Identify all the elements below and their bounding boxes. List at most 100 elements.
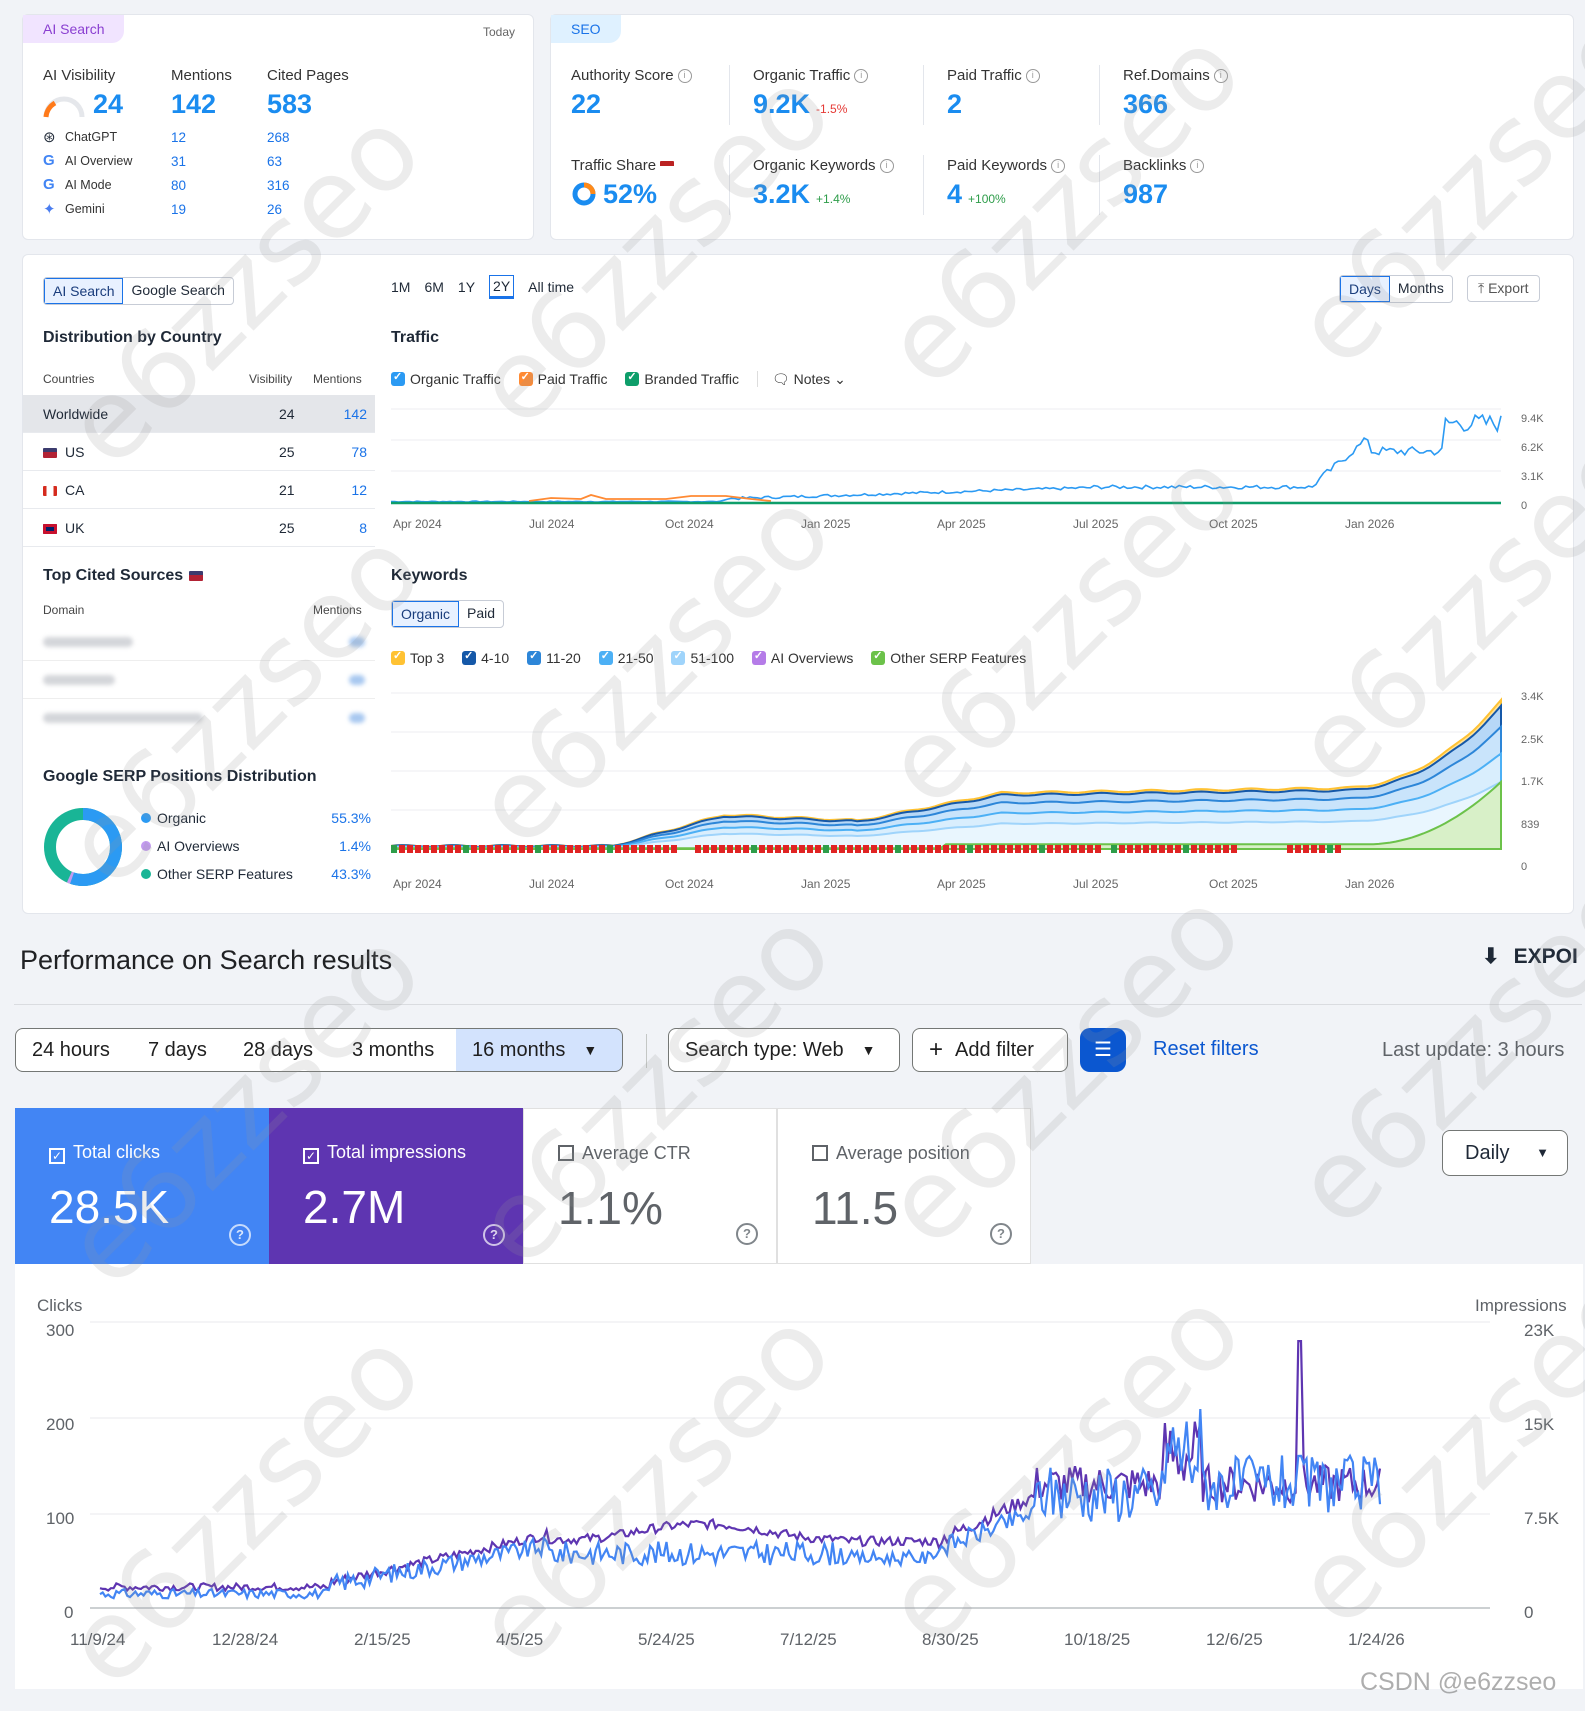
engine-mentions[interactable]: 12 — [171, 130, 187, 145]
granularity-dropdown[interactable]: Daily ▼ — [1442, 1130, 1568, 1176]
tile-total-clicks[interactable]: ✓ Total clicks 28.5K ? — [15, 1108, 269, 1264]
range-28-days[interactable]: 28 days — [227, 1028, 337, 1072]
info-icon[interactable]: i — [1025, 69, 1040, 84]
info-icon[interactable]: i — [879, 159, 894, 174]
info-icon[interactable]: i — [677, 69, 692, 84]
engine-cited[interactable]: 316 — [267, 178, 290, 193]
serp-feature-marker[interactable] — [575, 845, 581, 853]
engine-cited[interactable]: 268 — [267, 130, 290, 145]
serp-feature-marker[interactable] — [415, 845, 421, 853]
organic-keywords-value[interactable]: 3.2K +1.4% — [753, 179, 851, 209]
legend-51-100[interactable]: 51-100 — [671, 649, 734, 666]
serp-feature-marker[interactable] — [847, 845, 853, 853]
serp-feature-marker[interactable] — [591, 845, 597, 853]
serp-feature-marker[interactable] — [455, 845, 461, 853]
serp-feature-marker[interactable] — [647, 845, 653, 853]
help-icon[interactable]: ? — [483, 1224, 505, 1246]
serp-feature-marker[interactable] — [831, 845, 837, 853]
serp-feature-marker[interactable] — [823, 845, 829, 853]
serp-feature-marker[interactable] — [663, 845, 669, 853]
serp-feature-marker[interactable] — [927, 845, 933, 853]
serp-feature-marker[interactable] — [495, 845, 501, 853]
serp-feature-marker[interactable] — [1087, 845, 1093, 853]
serp-feature-marker[interactable] — [919, 845, 925, 853]
serp-feature-marker[interactable] — [1287, 845, 1293, 853]
toggle-months[interactable]: Months — [1397, 280, 1444, 296]
serp-feature-marker[interactable] — [615, 845, 621, 853]
serp-feature-marker[interactable] — [1039, 845, 1045, 853]
legend-branded-traffic[interactable]: Branded Traffic — [625, 370, 739, 387]
blurred-source-row[interactable] — [23, 661, 375, 699]
toggle-google-search[interactable]: Google Search — [131, 282, 225, 298]
serp-feature-marker[interactable] — [1063, 845, 1069, 853]
serp-feature-marker[interactable] — [1311, 845, 1317, 853]
add-filter-button[interactable]: + Add filter — [912, 1028, 1068, 1072]
blurred-source-row[interactable] — [23, 699, 375, 737]
traffic-share-value[interactable]: 52% — [603, 179, 658, 209]
serp-feature-marker[interactable] — [967, 845, 973, 853]
authority-score-value[interactable]: 22 — [571, 89, 602, 119]
serp-feature-marker[interactable] — [1047, 845, 1053, 853]
organic-traffic-value[interactable]: 9.2K -1.5% — [753, 89, 848, 119]
serp-feature-marker[interactable] — [807, 845, 813, 853]
serp-feature-marker[interactable] — [1031, 845, 1037, 853]
serp-feature-marker[interactable] — [447, 845, 453, 853]
serp-feature-marker[interactable] — [1143, 845, 1149, 853]
serp-feature-marker[interactable] — [975, 845, 981, 853]
serp-feature-marker[interactable] — [863, 845, 869, 853]
serp-feature-marker[interactable] — [943, 845, 949, 853]
range-3-months[interactable]: 3 months — [336, 1028, 457, 1072]
serp-feature-marker[interactable] — [623, 845, 629, 853]
serp-feature-marker[interactable] — [479, 845, 485, 853]
serp-feature-marker[interactable] — [879, 845, 885, 853]
serp-feature-marker[interactable] — [855, 845, 861, 853]
serp-feature-marker[interactable] — [1207, 845, 1213, 853]
filter-settings-button[interactable]: ☰ — [1080, 1028, 1126, 1072]
serp-feature-marker[interactable] — [887, 845, 893, 853]
help-icon[interactable]: ? — [736, 1223, 758, 1245]
serp-feature-marker[interactable] — [935, 845, 941, 853]
notes-dropdown[interactable]: 🗨 Notes ⌄ — [756, 371, 846, 387]
serp-feature-marker[interactable] — [983, 845, 989, 853]
range-16-months[interactable]: 16 months ▼ — [456, 1028, 623, 1072]
serp-feature-marker[interactable] — [599, 845, 605, 853]
serp-feature-marker[interactable] — [1159, 845, 1165, 853]
serp-feature-marker[interactable] — [1151, 845, 1157, 853]
serp-feature-marker[interactable] — [959, 845, 965, 853]
serp-feature-marker[interactable] — [999, 845, 1005, 853]
legend-organic-traffic[interactable]: Organic Traffic — [391, 370, 501, 387]
help-icon[interactable]: ? — [990, 1223, 1012, 1245]
serp-feature-marker[interactable] — [1111, 845, 1117, 853]
serp-feature-marker[interactable] — [911, 845, 917, 853]
legend-top3[interactable]: Top 3 — [391, 649, 444, 666]
serp-feature-marker[interactable] — [1095, 845, 1101, 853]
legend-ai-overviews[interactable]: AI Overviews — [751, 649, 853, 666]
ref-domains-value[interactable]: 366 — [1123, 89, 1169, 119]
serp-feature-marker[interactable] — [1023, 845, 1029, 853]
period-1m[interactable]: 1M — [391, 279, 411, 295]
serp-feature-marker[interactable] — [1183, 845, 1189, 853]
tile-average-ctr[interactable]: Average CTR 1.1% ? — [523, 1108, 777, 1264]
serp-feature-marker[interactable] — [567, 845, 573, 853]
serp-feature-marker[interactable] — [903, 845, 909, 853]
search-type-dropdown[interactable]: Search type: Web ▼ — [668, 1028, 900, 1072]
country-row-worldwide[interactable]: Worldwide 24 142 — [23, 395, 375, 433]
country-mentions[interactable]: 12 — [351, 482, 367, 498]
serp-feature-marker[interactable] — [871, 845, 877, 853]
serp-feature-marker[interactable] — [1119, 845, 1125, 853]
serp-feature-marker[interactable] — [511, 845, 517, 853]
export-button[interactable]: ⤒ Export — [1467, 275, 1540, 302]
serp-feature-marker[interactable] — [1127, 845, 1133, 853]
serp-feature-marker[interactable] — [735, 845, 741, 853]
serp-feature-marker[interactable] — [1223, 845, 1229, 853]
serp-feature-marker[interactable] — [759, 845, 765, 853]
legend-4-10[interactable]: 4-10 — [462, 649, 509, 666]
range-7-days[interactable]: 7 days — [132, 1028, 228, 1072]
blurred-source-row[interactable] — [23, 623, 375, 661]
serp-feature-marker[interactable] — [1079, 845, 1085, 853]
serp-feature-marker[interactable] — [1175, 845, 1181, 853]
serp-feature-marker[interactable] — [463, 845, 469, 853]
serp-feature-marker[interactable] — [543, 845, 549, 853]
tile-average-position[interactable]: Average position 11.5 ? — [777, 1108, 1031, 1264]
serp-feature-marker[interactable] — [703, 845, 709, 853]
